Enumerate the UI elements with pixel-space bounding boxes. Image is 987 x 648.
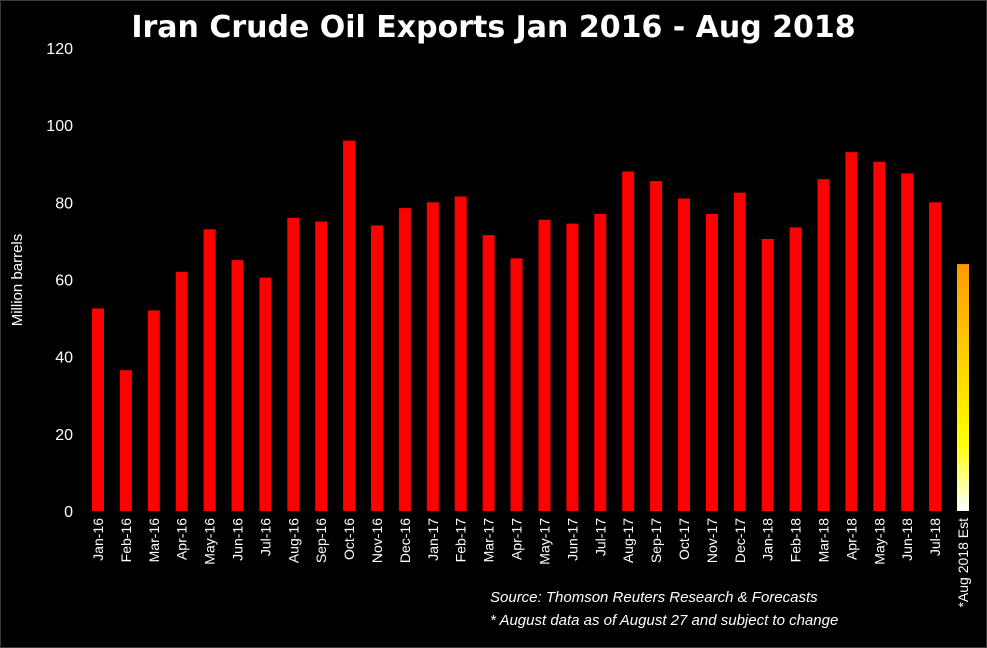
x-tick-label: Oct-16 [341, 518, 357, 560]
x-tick-label: May-17 [537, 518, 553, 565]
x-tick-label: Apr-18 [843, 518, 859, 560]
bar-estimate [957, 264, 969, 511]
y-axis-title: Million barrels [9, 234, 26, 327]
x-tick-label: Jun-16 [230, 518, 246, 561]
y-tick-label: 60 [55, 273, 73, 290]
bar [175, 271, 188, 511]
x-tick-label: Oct-17 [676, 518, 692, 560]
bar [147, 310, 160, 511]
x-tick-label: Feb-16 [118, 518, 134, 563]
y-axis-title-text: Million barrels [9, 234, 26, 327]
bar [901, 173, 914, 511]
y-tick-label: 0 [64, 504, 73, 521]
y-tick-label: 20 [55, 427, 73, 444]
bar [203, 229, 216, 512]
bar [761, 239, 774, 511]
x-tick-label: *Aug 2018 Est [955, 518, 971, 608]
x-tick-label: Jan-17 [425, 518, 441, 561]
x-tick-label: Aug-17 [620, 518, 636, 563]
bar [845, 152, 858, 511]
bar [119, 370, 132, 511]
x-tick-label: Mar-17 [481, 518, 497, 563]
bar [343, 140, 356, 511]
x-tick-label: Aug-16 [285, 518, 301, 563]
x-tick-label: Sep-17 [648, 518, 664, 563]
bars [92, 140, 969, 512]
bar [510, 258, 523, 511]
bar [650, 181, 663, 511]
x-tick-label: Jul-16 [257, 518, 273, 556]
x-tick-label: Feb-18 [788, 518, 804, 563]
x-tick-label: Jan-16 [90, 518, 106, 561]
bar [929, 202, 942, 512]
x-tick-label: Dec-16 [397, 518, 413, 563]
bar [454, 196, 467, 511]
bar [426, 202, 439, 512]
x-tick-label: Mar-18 [816, 518, 832, 563]
bar [566, 223, 579, 511]
x-tick-label: Dec-17 [732, 518, 748, 563]
footnote-annotation: * August data as of August 27 and subjec… [490, 612, 839, 629]
bar [594, 213, 607, 511]
bar [287, 217, 300, 512]
bar [817, 179, 830, 511]
bar [259, 277, 272, 511]
y-axis-ticks: 0 20 40 60 80 100 120 [46, 41, 73, 521]
y-tick-label: 100 [46, 118, 73, 135]
x-tick-label: Jul-18 [927, 518, 943, 556]
x-tick-label: Jun-18 [899, 518, 915, 561]
bar [873, 161, 886, 512]
x-tick-label: Nov-16 [369, 518, 385, 563]
source-annotation: Source: Thomson Reuters Research & Forec… [490, 589, 818, 606]
x-tick-label: May-18 [871, 518, 887, 565]
y-tick-label: 40 [55, 350, 73, 367]
x-tick-label: Sep-16 [313, 518, 329, 563]
x-tick-label: Jun-17 [564, 518, 580, 561]
bar [705, 213, 718, 511]
x-tick-label: Feb-17 [453, 518, 469, 563]
bar [678, 198, 690, 511]
bar [371, 225, 383, 511]
bar [398, 208, 411, 511]
bar [622, 171, 635, 511]
bar [789, 227, 802, 511]
x-tick-label: Mar-16 [146, 518, 162, 563]
bar [315, 221, 328, 511]
x-tick-label: May-16 [202, 518, 218, 565]
bar [733, 192, 746, 511]
bar [482, 235, 495, 511]
bar [538, 219, 551, 511]
chart-title: Iran Crude Oil Exports Jan 2016 - Aug 20… [131, 10, 856, 45]
x-tick-label: Apr-16 [174, 518, 190, 560]
bar [92, 308, 104, 511]
y-tick-label: 120 [46, 41, 73, 58]
x-tick-label: Jan-18 [760, 518, 776, 561]
x-tick-label: Apr-17 [509, 518, 525, 560]
y-tick-label: 80 [55, 195, 73, 212]
x-tick-label: Jul-17 [592, 518, 608, 556]
x-tick-label: Nov-17 [704, 518, 720, 563]
bar [231, 260, 244, 511]
x-axis-tick-labels: Jan-16 Feb-16 Mar-16 Apr-16 May-16 Jun-16 Jul-… [90, 518, 971, 608]
